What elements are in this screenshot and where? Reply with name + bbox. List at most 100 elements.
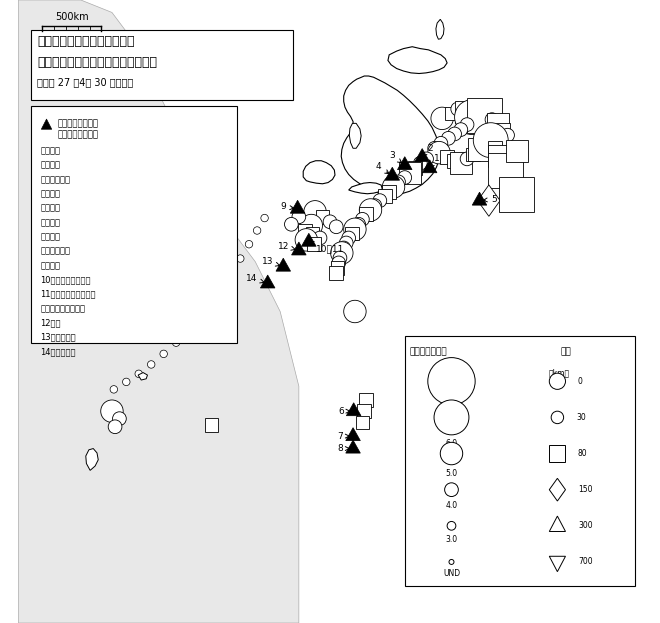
Circle shape [284, 217, 298, 231]
Circle shape [551, 411, 564, 424]
Bar [399, 162, 421, 184]
Bar [359, 393, 373, 407]
Polygon shape [549, 516, 566, 531]
Circle shape [431, 107, 453, 130]
Circle shape [113, 412, 126, 426]
Circle shape [329, 220, 343, 234]
Circle shape [101, 400, 123, 422]
Circle shape [496, 156, 510, 170]
Polygon shape [349, 123, 361, 148]
Polygon shape [346, 402, 361, 416]
Text: ９阿蘇山: ９阿蘇山 [40, 261, 60, 270]
Text: 12桜島: 12桜島 [40, 318, 61, 327]
Text: 14諏訪之瀬島: 14諏訪之瀬島 [40, 347, 76, 356]
Text: 7.0: 7.0 [446, 409, 457, 418]
Circle shape [445, 483, 458, 497]
Polygon shape [41, 119, 52, 129]
Circle shape [227, 270, 235, 277]
Bar [488, 141, 502, 155]
Text: １蔵王山: １蔵王山 [40, 146, 60, 155]
Circle shape [217, 285, 224, 292]
Text: ５三宅島: ５三宅島 [40, 204, 60, 212]
Bar [307, 237, 321, 251]
Circle shape [261, 214, 269, 222]
Circle shape [359, 199, 381, 221]
Polygon shape [549, 478, 566, 501]
Text: 700: 700 [578, 558, 593, 566]
Circle shape [110, 386, 117, 393]
Circle shape [183, 326, 191, 334]
Circle shape [442, 131, 455, 145]
Polygon shape [302, 233, 316, 246]
Circle shape [331, 242, 353, 264]
Bar [447, 154, 460, 168]
Bar [487, 113, 510, 136]
Circle shape [292, 210, 306, 224]
Circle shape [373, 194, 387, 207]
Text: UND: UND [443, 569, 460, 578]
Circle shape [434, 400, 469, 435]
Polygon shape [261, 275, 275, 288]
Text: ３草津白根山: ３草津白根山 [40, 175, 71, 184]
Bar [496, 123, 510, 136]
Bar [449, 152, 472, 174]
Bar [455, 101, 477, 123]
Bar [440, 150, 454, 164]
Bar [205, 418, 218, 432]
Circle shape [123, 378, 130, 386]
Bar [506, 140, 528, 162]
Circle shape [352, 217, 366, 231]
Text: 0: 0 [578, 377, 583, 386]
Circle shape [428, 141, 442, 155]
Bar [445, 107, 458, 120]
Circle shape [549, 373, 566, 389]
Circle shape [300, 214, 323, 237]
Bar [408, 161, 422, 175]
Text: （平成 27 年4月 30 日現在）: （平成 27 年4月 30 日現在） [37, 77, 133, 87]
Text: 深さ: 深さ [560, 348, 572, 356]
Bar [500, 177, 535, 212]
Text: 10霧島山（新燃岳）: 10霧島山（新燃岳） [40, 275, 91, 284]
Text: ４御嶽山: ４御嶽山 [40, 189, 60, 198]
Text: 150: 150 [578, 485, 593, 494]
Text: 13: 13 [262, 257, 280, 266]
Circle shape [195, 313, 203, 320]
Bar [359, 207, 373, 221]
Circle shape [344, 300, 366, 323]
Circle shape [172, 339, 180, 346]
Circle shape [479, 138, 492, 151]
Circle shape [368, 199, 381, 212]
Bar [356, 416, 369, 429]
Bar [306, 227, 319, 240]
Text: ６西之島: ６西之島 [40, 218, 60, 227]
Polygon shape [388, 47, 447, 74]
Text: 12: 12 [278, 242, 295, 250]
Circle shape [460, 152, 474, 166]
Bar [315, 210, 329, 224]
Text: 6.0: 6.0 [446, 439, 457, 448]
Polygon shape [436, 19, 444, 39]
Text: 5: 5 [483, 195, 497, 204]
Circle shape [160, 350, 168, 358]
Polygon shape [397, 156, 412, 169]
Text: 4.0: 4.0 [446, 501, 457, 510]
Text: 5.0: 5.0 [446, 469, 457, 478]
Polygon shape [292, 242, 306, 255]
Text: 3.0: 3.0 [446, 535, 457, 543]
Bar [358, 404, 371, 418]
Text: 火山現象に関する: 火山現象に関する [57, 119, 98, 128]
Bar [467, 98, 502, 133]
Polygon shape [422, 159, 437, 173]
Polygon shape [276, 258, 290, 271]
Bar [31, 106, 236, 343]
Circle shape [501, 128, 514, 142]
Bar [549, 445, 566, 462]
Circle shape [398, 171, 412, 184]
Circle shape [428, 358, 475, 405]
Text: 13口永良部島: 13口永良部島 [40, 333, 76, 341]
Text: （km）: （km） [548, 369, 570, 378]
Circle shape [451, 102, 465, 116]
Circle shape [434, 136, 447, 150]
Circle shape [420, 152, 434, 166]
Circle shape [304, 201, 326, 223]
